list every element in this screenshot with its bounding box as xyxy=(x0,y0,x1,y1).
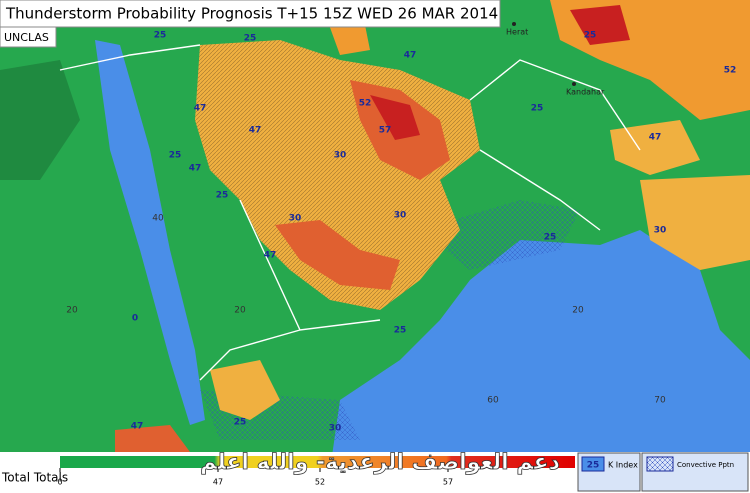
title-box xyxy=(0,0,501,28)
contour-label: 57 xyxy=(379,126,392,136)
contour-label: 30 xyxy=(334,151,347,161)
yellow-area xyxy=(210,360,280,420)
contour-label: 25 xyxy=(154,31,167,41)
contour-label: 25 xyxy=(169,151,182,161)
convective-label: Convective Pptn xyxy=(677,461,734,469)
graticule-label: 60 xyxy=(487,396,499,406)
place-marker xyxy=(572,82,576,86)
contour-label: 25 xyxy=(394,326,407,336)
contour-label: 30 xyxy=(329,424,342,434)
contour-label: 25 xyxy=(531,104,544,114)
legend-title: Total Totals xyxy=(1,471,68,485)
orange-area xyxy=(275,220,400,290)
contour-label: 25 xyxy=(544,233,557,243)
contour-label: 30 xyxy=(394,211,407,221)
contour-label: 47 xyxy=(649,133,662,143)
convective-swatch xyxy=(646,456,674,472)
yellow-area xyxy=(640,175,750,270)
contour-label: 47 xyxy=(194,104,207,114)
contour-label: 47 xyxy=(131,422,144,432)
contour-label: 47 xyxy=(264,251,277,261)
place-label: Herat xyxy=(506,28,528,37)
contour-label: 25 xyxy=(584,31,597,41)
convective-box xyxy=(641,452,749,492)
border xyxy=(59,44,641,381)
k-index-swatch xyxy=(581,456,605,472)
k-index-sample: 25 xyxy=(587,461,600,471)
k-index-label: K Index xyxy=(608,461,638,470)
contour-label: 30 xyxy=(654,226,667,236)
red-sea xyxy=(95,40,205,425)
classification: UNCLAS xyxy=(4,31,49,44)
orange-area xyxy=(115,425,190,452)
yellow-area xyxy=(610,120,700,175)
contour-label: 52 xyxy=(724,66,737,76)
contour-label: 25 xyxy=(234,418,247,428)
contour-label: 47 xyxy=(404,51,417,61)
contour-label: 0 xyxy=(132,314,138,324)
contour-label: 30 xyxy=(289,214,302,224)
contour-label: 47 xyxy=(249,126,262,136)
graticule-label: 20 xyxy=(66,306,78,316)
contour-label: 25 xyxy=(216,191,229,201)
convective-area xyxy=(420,200,580,270)
contour-label: 52 xyxy=(359,99,372,109)
watermark: دعم العواصف الرعدية- والله اعلم xyxy=(200,450,560,475)
contour-label: 25 xyxy=(244,34,257,44)
contour-label: 47 xyxy=(189,164,202,174)
arabian-sea xyxy=(330,230,750,470)
graticule-label: 20 xyxy=(572,306,584,316)
color-scale xyxy=(60,456,575,468)
scale-tick-label: 0 xyxy=(57,478,62,487)
classification-box xyxy=(0,26,57,48)
graticule-label: 20 xyxy=(234,306,246,316)
red-area xyxy=(570,5,630,45)
scale-tick-label: 57 xyxy=(443,478,453,487)
place-marker xyxy=(512,22,516,26)
place-label: Kandahar xyxy=(566,88,605,97)
scale-tick-label: 47 xyxy=(213,478,223,487)
graticule-label: 70 xyxy=(654,396,666,406)
red-area xyxy=(370,95,420,140)
scale-tick-label: 52 xyxy=(315,478,325,487)
title: Thunderstorm Probability Prognosis T+15 … xyxy=(5,5,498,23)
dark-green-area xyxy=(0,60,80,180)
graticule-label: 40 xyxy=(152,214,164,224)
